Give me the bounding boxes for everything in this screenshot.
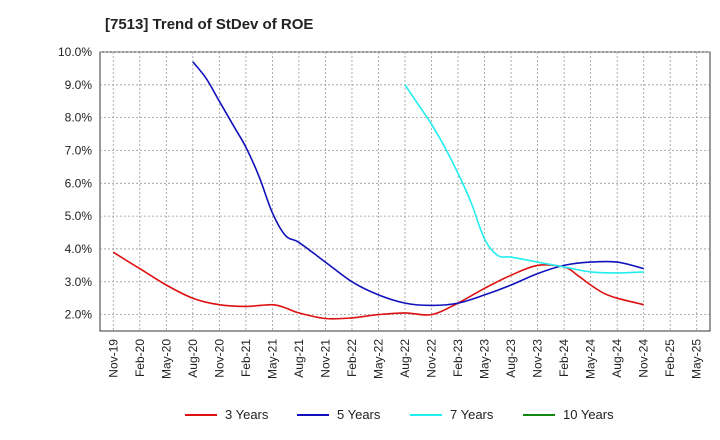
- x-tick-label: Feb-21: [239, 339, 253, 377]
- y-tick-label: 2.0%: [65, 308, 93, 322]
- x-tick-label: Feb-22: [345, 339, 359, 377]
- x-tick-label: Feb-24: [557, 339, 571, 377]
- x-tick-label: Feb-23: [451, 339, 465, 377]
- legend-label-5-years: 5 Years: [337, 407, 381, 422]
- y-axis: 2.0% 3.0% 4.0% 5.0% 6.0% 7.0% 8.0% 9.0% 10.0%: [58, 45, 92, 322]
- x-tick-label: Feb-20: [133, 339, 147, 377]
- y-tick-label: 10.0%: [58, 45, 92, 59]
- x-axis: Nov-19 Feb-20 May-20 Aug-20 Nov-20 Feb-21 May-…: [106, 339, 703, 379]
- legend-label-7-years: 7 Years: [450, 407, 494, 422]
- series-line-7-years: [404, 84, 644, 274]
- x-tick-label: Nov-20: [212, 339, 226, 378]
- x-tick-label: May-23: [478, 339, 492, 379]
- x-tick-label: May-25: [690, 339, 704, 379]
- x-tick-label: Feb-25: [663, 339, 677, 377]
- x-tick-label: Nov-21: [318, 339, 332, 378]
- y-tick-label: 3.0%: [65, 275, 93, 289]
- grid: [99, 51, 711, 332]
- y-tick-label: 4.0%: [65, 242, 93, 256]
- y-tick-label: 9.0%: [65, 78, 93, 92]
- x-tick-label: Aug-20: [186, 339, 200, 378]
- legend: 3 Years 5 Years 7 Years 10 Years: [185, 407, 614, 422]
- y-tick-label: 5.0%: [65, 209, 93, 223]
- x-tick-label: May-22: [371, 339, 385, 379]
- x-tick-label: Aug-21: [292, 339, 306, 378]
- x-tick-label: Aug-22: [398, 339, 412, 378]
- series-line-5-years: [192, 61, 644, 307]
- y-tick-label: 8.0%: [65, 111, 93, 125]
- x-tick-label: Nov-23: [531, 339, 545, 378]
- series-lines: [112, 61, 644, 320]
- x-tick-label: May-24: [584, 339, 598, 379]
- x-tick-label: Nov-19: [106, 339, 120, 378]
- x-tick-label: May-21: [265, 339, 279, 379]
- x-tick-label: May-20: [159, 339, 173, 379]
- x-tick-label: Nov-24: [637, 339, 651, 378]
- x-tick-label: Aug-23: [504, 339, 518, 378]
- y-tick-label: 6.0%: [65, 176, 93, 190]
- x-tick-label: Nov-22: [425, 339, 439, 378]
- legend-label-3-years: 3 Years: [225, 407, 269, 422]
- series-line-3-years: [112, 251, 644, 320]
- y-tick-label: 7.0%: [65, 143, 93, 157]
- x-tick-label: Aug-24: [610, 339, 624, 378]
- chart-title: [7513] Trend of StDev of ROE: [105, 16, 314, 33]
- legend-label-10-years: 10 Years: [563, 407, 614, 422]
